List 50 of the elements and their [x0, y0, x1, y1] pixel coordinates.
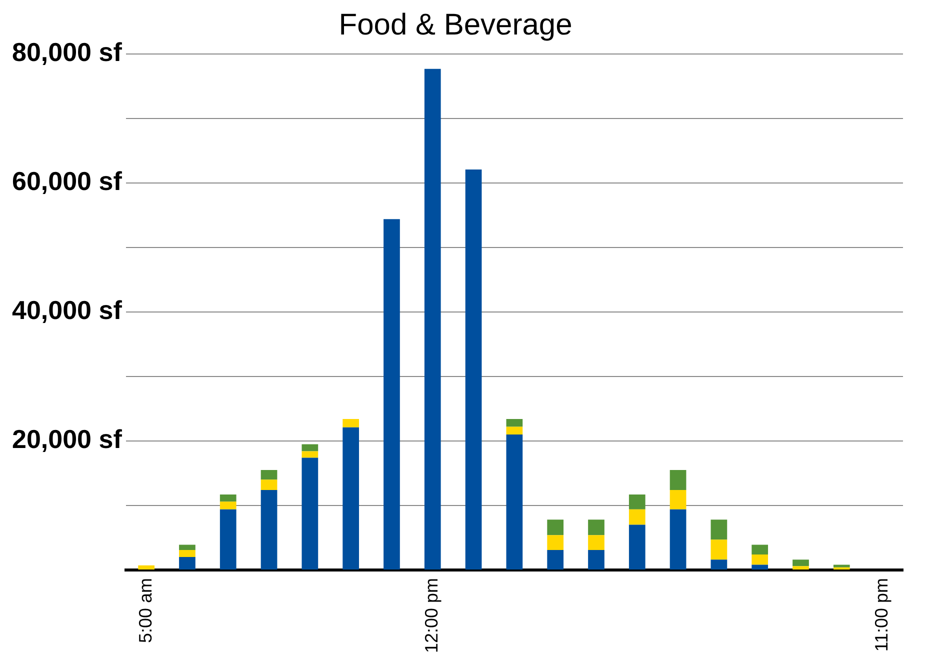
bar — [710, 540, 728, 560]
y-tick-label: 20,000 sf — [12, 424, 122, 454]
bar — [506, 419, 523, 427]
bar — [179, 550, 196, 558]
bar — [670, 490, 686, 510]
bar — [547, 520, 564, 536]
bar — [588, 550, 604, 570]
bar — [220, 502, 236, 510]
bar — [260, 480, 278, 490]
bar — [752, 564, 768, 570]
bar — [220, 494, 236, 502]
bar — [424, 68, 441, 570]
bar — [628, 494, 646, 510]
x-tick-label: 11:00 pm — [872, 578, 892, 652]
bar — [588, 535, 604, 550]
bar — [833, 564, 850, 568]
bar — [342, 419, 360, 428]
bar — [302, 458, 318, 570]
bar — [260, 490, 278, 570]
bar — [506, 434, 523, 570]
bar — [342, 427, 360, 570]
bar — [547, 550, 564, 570]
bar — [588, 520, 604, 536]
bar — [179, 544, 196, 550]
bar — [710, 560, 728, 570]
bar — [506, 426, 523, 435]
x-tick-label: 5:00 am — [135, 578, 156, 643]
bar — [628, 524, 646, 570]
chart-title: Food & Beverage — [338, 8, 572, 42]
bar — [628, 509, 646, 525]
bar — [710, 520, 728, 540]
bar — [384, 219, 400, 570]
bar — [302, 451, 318, 458]
bar — [220, 509, 236, 570]
bar — [302, 444, 318, 452]
bar — [138, 565, 154, 570]
bar — [260, 470, 278, 480]
y-tick-label: 60,000 sf — [12, 166, 122, 196]
bar — [547, 535, 564, 550]
bar — [465, 169, 482, 570]
bar — [670, 470, 686, 490]
bar — [792, 560, 809, 566]
y-tick-label: 40,000 sf — [12, 295, 122, 326]
bar — [752, 544, 768, 554]
y-tick-label: 80,000 sf — [12, 37, 122, 68]
bar — [179, 557, 196, 570]
bar — [752, 554, 768, 565]
bar — [670, 509, 686, 570]
x-tick-label: 12:00 pm — [422, 578, 442, 654]
bar — [792, 566, 809, 570]
